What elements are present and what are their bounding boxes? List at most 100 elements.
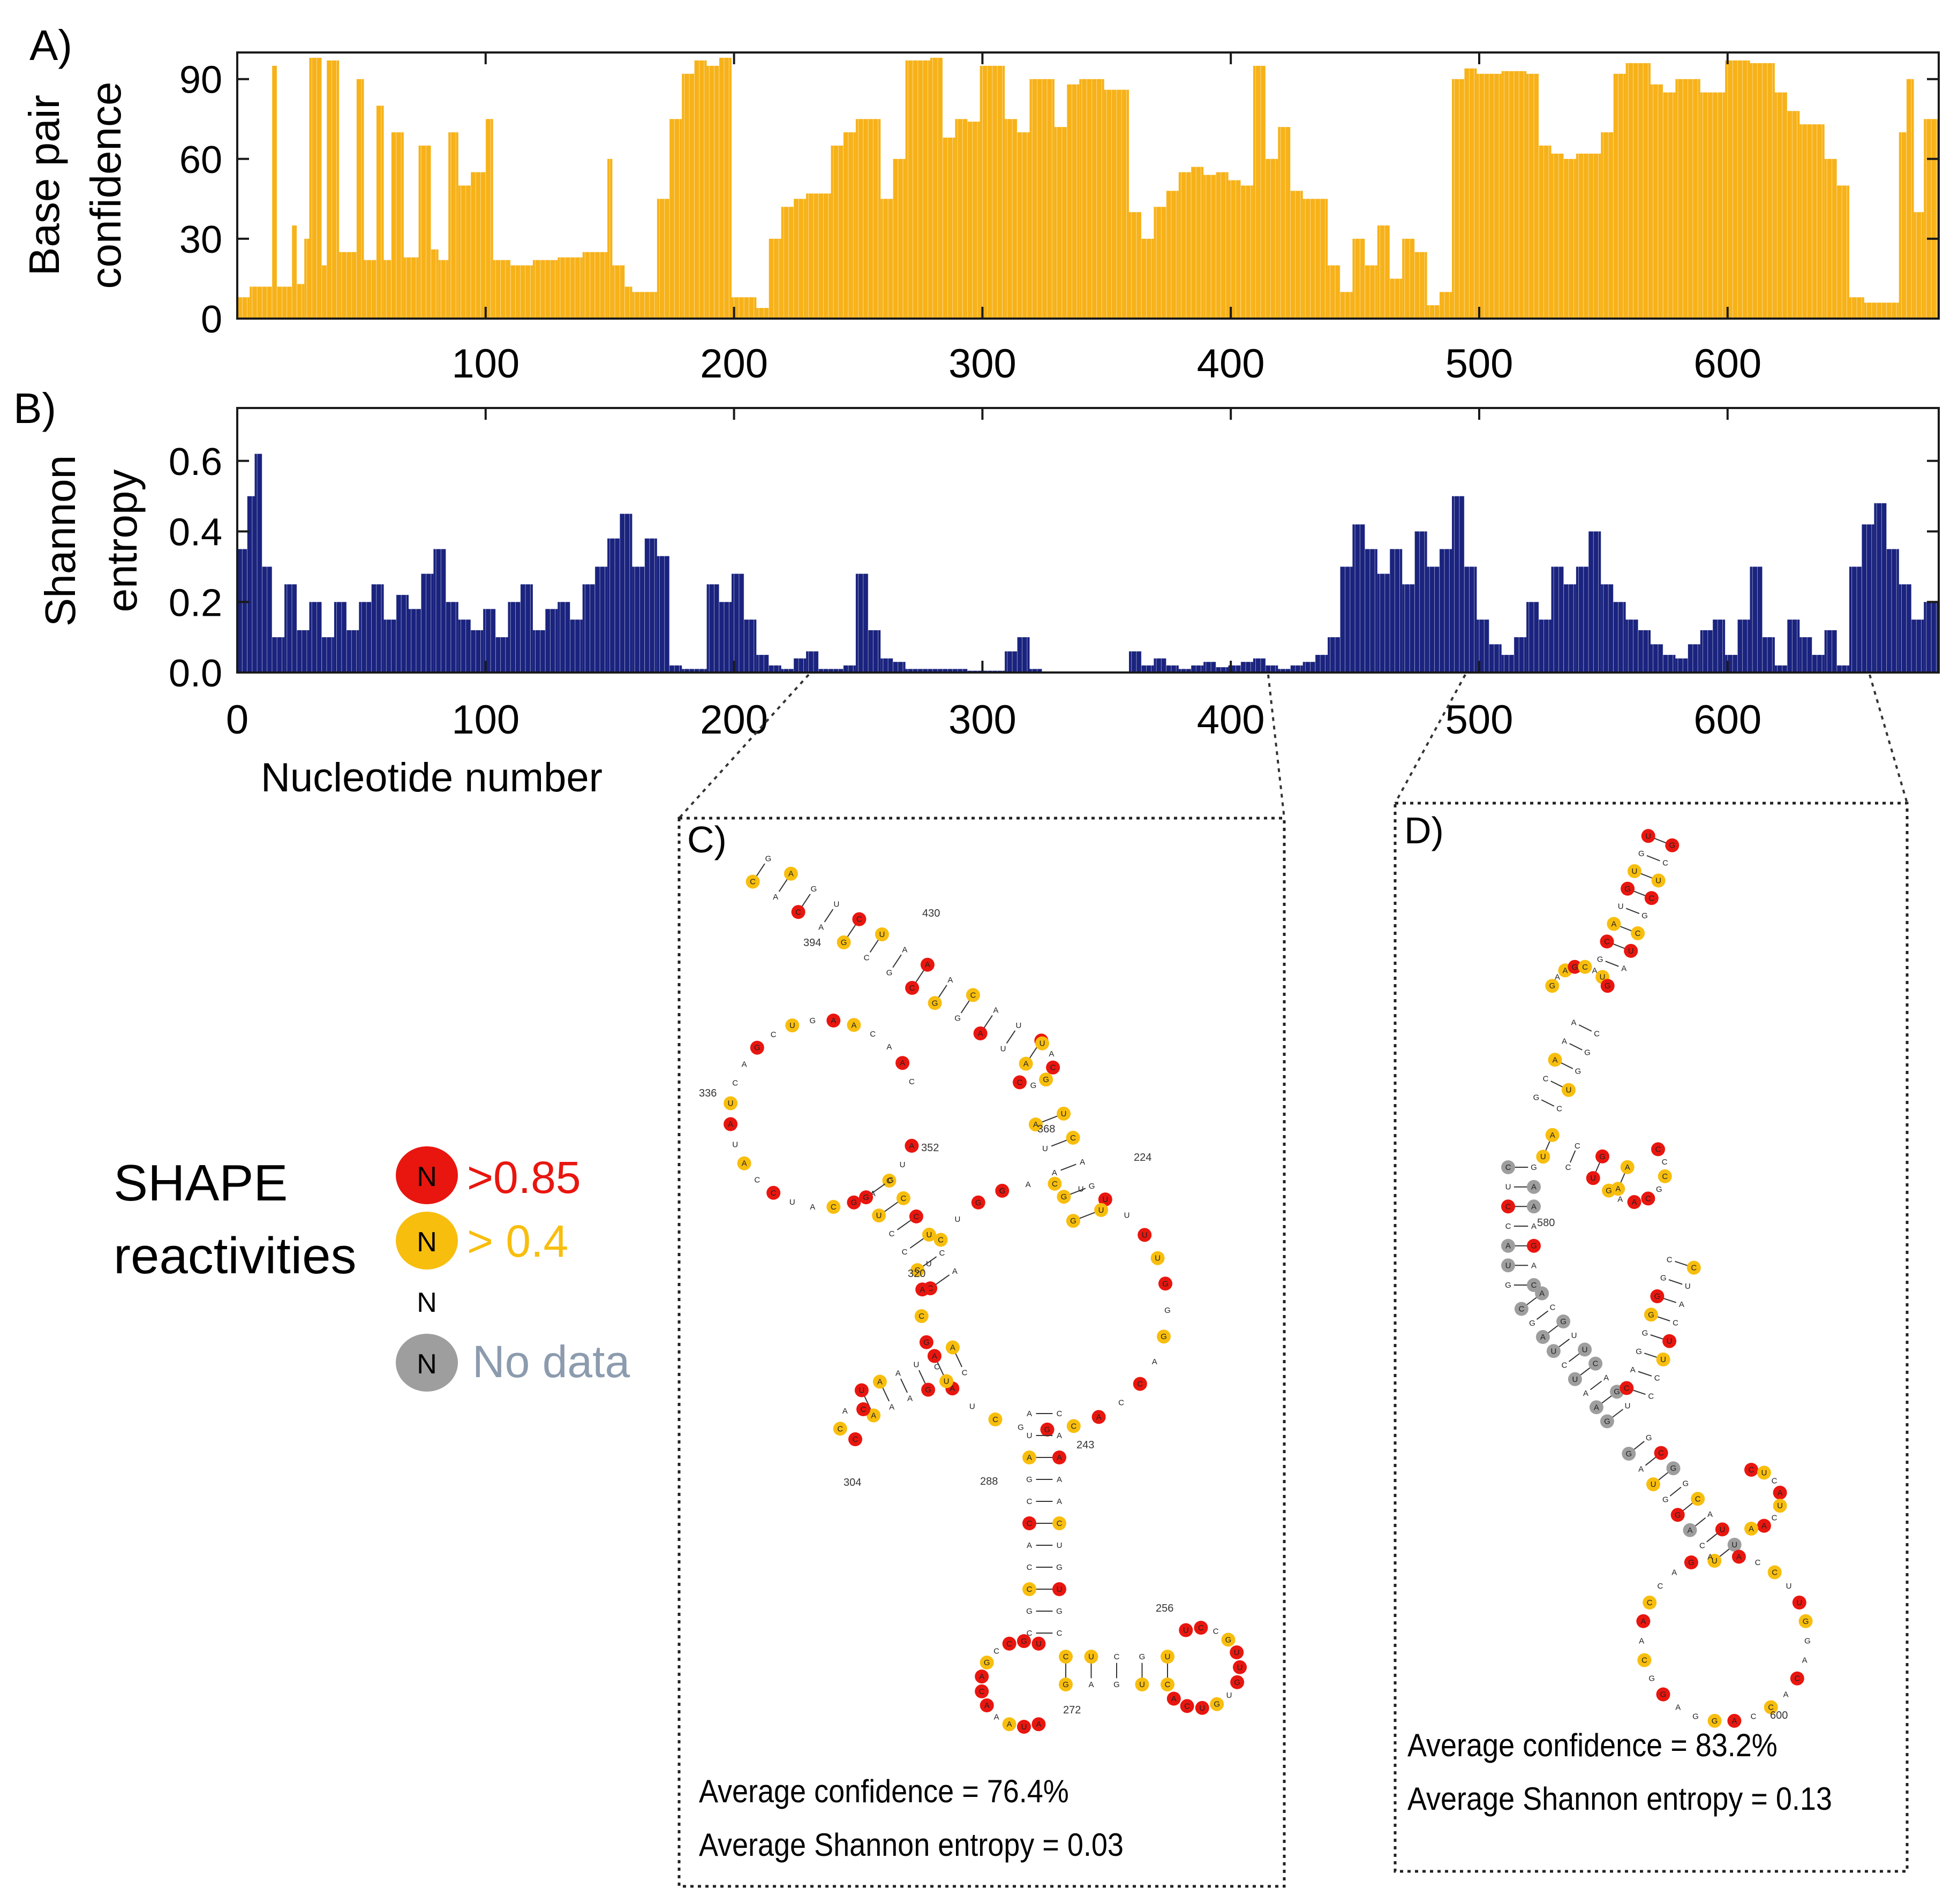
nucleotide-letter: G — [1648, 1674, 1655, 1683]
nucleotide-letter: A — [1096, 1412, 1102, 1422]
nucleotide: A — [895, 1056, 910, 1070]
nucleotide-marker — [1180, 1699, 1194, 1713]
nucleotide-marker — [1568, 959, 1582, 974]
nucleotide-letter: C — [771, 1030, 777, 1039]
nucleotide-letter: C — [1794, 1674, 1800, 1683]
nucleotide-letter: G — [1584, 1048, 1591, 1057]
nucleotide: G — [1026, 1607, 1033, 1616]
nucleotide: C — [732, 1078, 738, 1087]
nucleotide-letter: C — [1662, 1158, 1668, 1167]
nucleotide-marker — [905, 1138, 919, 1153]
nucleotide-marker — [1535, 1286, 1549, 1301]
nucleotide: G — [750, 1040, 764, 1055]
base-pair-bond — [1632, 890, 1647, 897]
entropy-bar-67 — [1178, 669, 1191, 673]
nucleotide: G — [811, 885, 817, 894]
nucleotide-letter: C — [1648, 1392, 1654, 1401]
nucleotide-letter: A — [1088, 1680, 1094, 1689]
legend-mid-label: > 0.4 — [467, 1216, 568, 1266]
nucleotide-marker — [1052, 1450, 1066, 1464]
confidence-bar-7 — [309, 57, 322, 319]
nucleotide-letter: A — [1749, 1524, 1754, 1533]
nucleotide: C — [766, 1185, 781, 1200]
confidence-bar-9 — [327, 60, 340, 319]
confidence-bar-110 — [1824, 158, 1837, 319]
confidence-bar-99 — [1613, 73, 1626, 319]
nucleotide: U — [1627, 864, 1641, 878]
x-tick-label: 400 — [1197, 697, 1265, 743]
nucleotide-marker — [1636, 1614, 1651, 1628]
nucleotide-marker — [1650, 1289, 1665, 1303]
nucleotide: C — [1161, 1678, 1174, 1691]
entropy-bar-105 — [1651, 644, 1663, 673]
confidence-bar-98 — [1601, 132, 1614, 319]
base-pair-bond — [1578, 1024, 1592, 1032]
nucleotide-letter: G — [1056, 1563, 1063, 1572]
nucleotide-letter: G — [999, 1187, 1005, 1196]
nucleotide: G — [1158, 1276, 1172, 1291]
nucleotide-letter: U — [1761, 1468, 1767, 1477]
nucleotide: U — [1161, 1650, 1174, 1664]
entropy-bar-98 — [1563, 584, 1576, 673]
nucleotide: A — [902, 945, 907, 954]
nucleotide-letter: G — [1063, 1680, 1069, 1689]
nucleotide-marker — [1631, 926, 1645, 940]
nucleotide-letter: G — [1505, 1281, 1511, 1290]
nucleotide-letter: A — [1778, 1489, 1783, 1498]
nucleotide-letter: G — [851, 1198, 857, 1207]
nucleotide-marker — [1792, 1596, 1806, 1610]
nucleotide: C — [1213, 1627, 1219, 1636]
entropy-bar-123 — [1874, 503, 1887, 673]
nucleotide-marker — [1527, 1238, 1541, 1253]
nucleotide-letter: C — [913, 1212, 919, 1221]
entropy-bar-10 — [347, 630, 359, 673]
nucleotide: U — [1179, 1623, 1193, 1637]
base-pair-bond — [1638, 1371, 1652, 1377]
entropy-bar-12 — [371, 584, 384, 673]
base-pair-bond — [897, 1220, 912, 1230]
nucleotide-letter: G — [1614, 1387, 1620, 1396]
nucleotide-marker — [1066, 1130, 1080, 1145]
nucleotide-letter: A — [1027, 1541, 1032, 1550]
nucleotide-letter: G — [1560, 1317, 1567, 1326]
entropy-bar-93 — [1501, 655, 1514, 673]
base-pair-bond — [1029, 1045, 1038, 1059]
nucleotide: G — [1660, 1274, 1667, 1283]
nucleotide: U — [872, 1208, 886, 1223]
nucleotide-letter: C — [1655, 1145, 1661, 1154]
nucleotide-letter: A — [902, 945, 907, 954]
nucleotide: C — [975, 1684, 989, 1698]
nucleotide-letter: C — [1565, 1163, 1571, 1172]
nucleotide: U — [1625, 1402, 1631, 1411]
nucleotide-letter: A — [842, 1407, 848, 1416]
confidence-bar-25 — [510, 265, 533, 319]
nucleotide-letter: C — [928, 1284, 933, 1293]
nucleotide-marker — [1715, 1522, 1729, 1537]
nucleotide: U — [1226, 1691, 1232, 1700]
nucleotide: A — [889, 1403, 894, 1412]
nucleotide-letter: A — [994, 1712, 999, 1721]
nucleotide: U — [1662, 1334, 1677, 1348]
nucleotide: A — [1675, 1703, 1681, 1712]
nucleotide: A — [842, 1407, 848, 1416]
entropy-bar-2 — [254, 454, 262, 673]
nucleotide-letter: A — [1057, 1475, 1062, 1484]
entropy-bar-45 — [781, 669, 794, 673]
nucleotide: C — [902, 1248, 908, 1257]
nucleotide-letter: A — [1531, 1222, 1537, 1231]
nucleotide: G — [1662, 1495, 1669, 1505]
nucleotide: G — [1636, 1347, 1642, 1356]
nucleotide: C — [1022, 1582, 1036, 1596]
nucleotide-marker — [826, 1014, 841, 1027]
nucleotide: A — [886, 1042, 892, 1052]
panel-b-plot-frame — [236, 407, 1940, 674]
entropy-bar-9 — [334, 602, 347, 673]
legend-high-marker — [396, 1146, 458, 1204]
nucleotide-marker — [1017, 1634, 1031, 1648]
nucleotide: A — [784, 866, 798, 881]
nucleotide-marker — [1562, 1083, 1576, 1097]
confidence-bar-63 — [1129, 212, 1142, 319]
confidence-bar-89 — [1452, 79, 1465, 319]
nucleotide-letter: G — [1803, 1617, 1809, 1626]
nucleotide: U — [1042, 1144, 1048, 1153]
